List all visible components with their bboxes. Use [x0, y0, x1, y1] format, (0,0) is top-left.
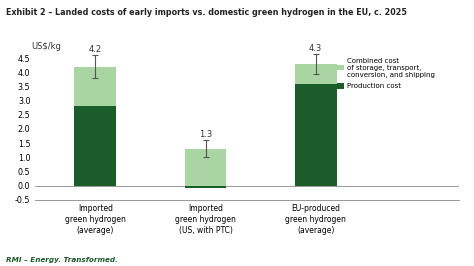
- Text: US$/kg: US$/kg: [31, 42, 61, 51]
- Bar: [74, 67, 116, 106]
- Bar: [184, 185, 227, 188]
- Text: 1.3: 1.3: [199, 130, 212, 139]
- Text: RMI – Energy. Transformed.: RMI – Energy. Transformed.: [6, 257, 118, 263]
- Bar: [295, 64, 337, 84]
- Text: Exhibit 2 – Landed costs of early imports vs. domestic green hydrogen in the EU,: Exhibit 2 – Landed costs of early import…: [6, 8, 407, 17]
- Text: 4.3: 4.3: [309, 44, 322, 53]
- Bar: [74, 106, 116, 185]
- Legend: Combined cost
of storage, transport,
conversion, and shipping, Production cost: Combined cost of storage, transport, con…: [337, 57, 435, 89]
- Text: 4.2: 4.2: [89, 45, 102, 54]
- Bar: [295, 84, 337, 185]
- Bar: [184, 149, 227, 185]
